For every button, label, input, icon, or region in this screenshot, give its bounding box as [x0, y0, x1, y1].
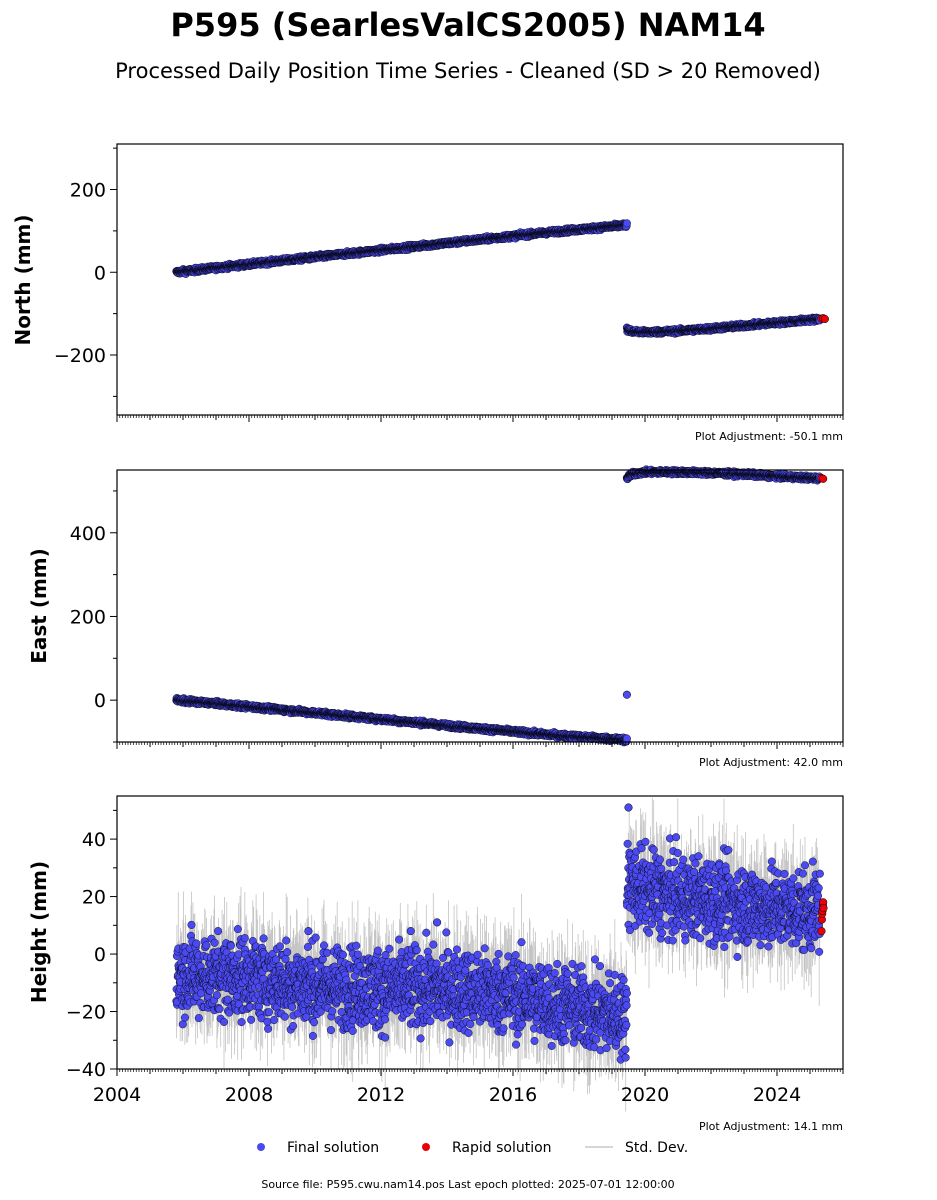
east-std-dev-bars — [176, 467, 821, 745]
north-rapid-point — [820, 314, 829, 324]
north-y-ticks: −200 0 200 — [54, 147, 117, 397]
north-data-points — [172, 219, 829, 338]
north-plot-frame — [116, 143, 844, 416]
north-x-ticks — [116, 415, 844, 422]
north-panel: −200 0 200 North (mm) Plot Adjustment: -50… — [11, 143, 844, 443]
chart-title: P595 (SearlesValCS2005) NAM14 — [170, 6, 765, 44]
north-y-tick-label: 200 — [70, 180, 106, 202]
north-y-axis-label: North (mm) — [11, 214, 35, 345]
chart-subtitle: Processed Daily Position Time Series - C… — [115, 59, 821, 83]
north-y-tick-label: −200 — [54, 345, 106, 367]
north-y-tick-label: 0 — [94, 262, 106, 284]
east-data-points — [172, 465, 828, 747]
north-final-point — [622, 219, 631, 228]
east-final-point — [622, 734, 631, 743]
north-plot-adjustment: Plot Adjustment: -50.1 mm — [695, 430, 843, 443]
